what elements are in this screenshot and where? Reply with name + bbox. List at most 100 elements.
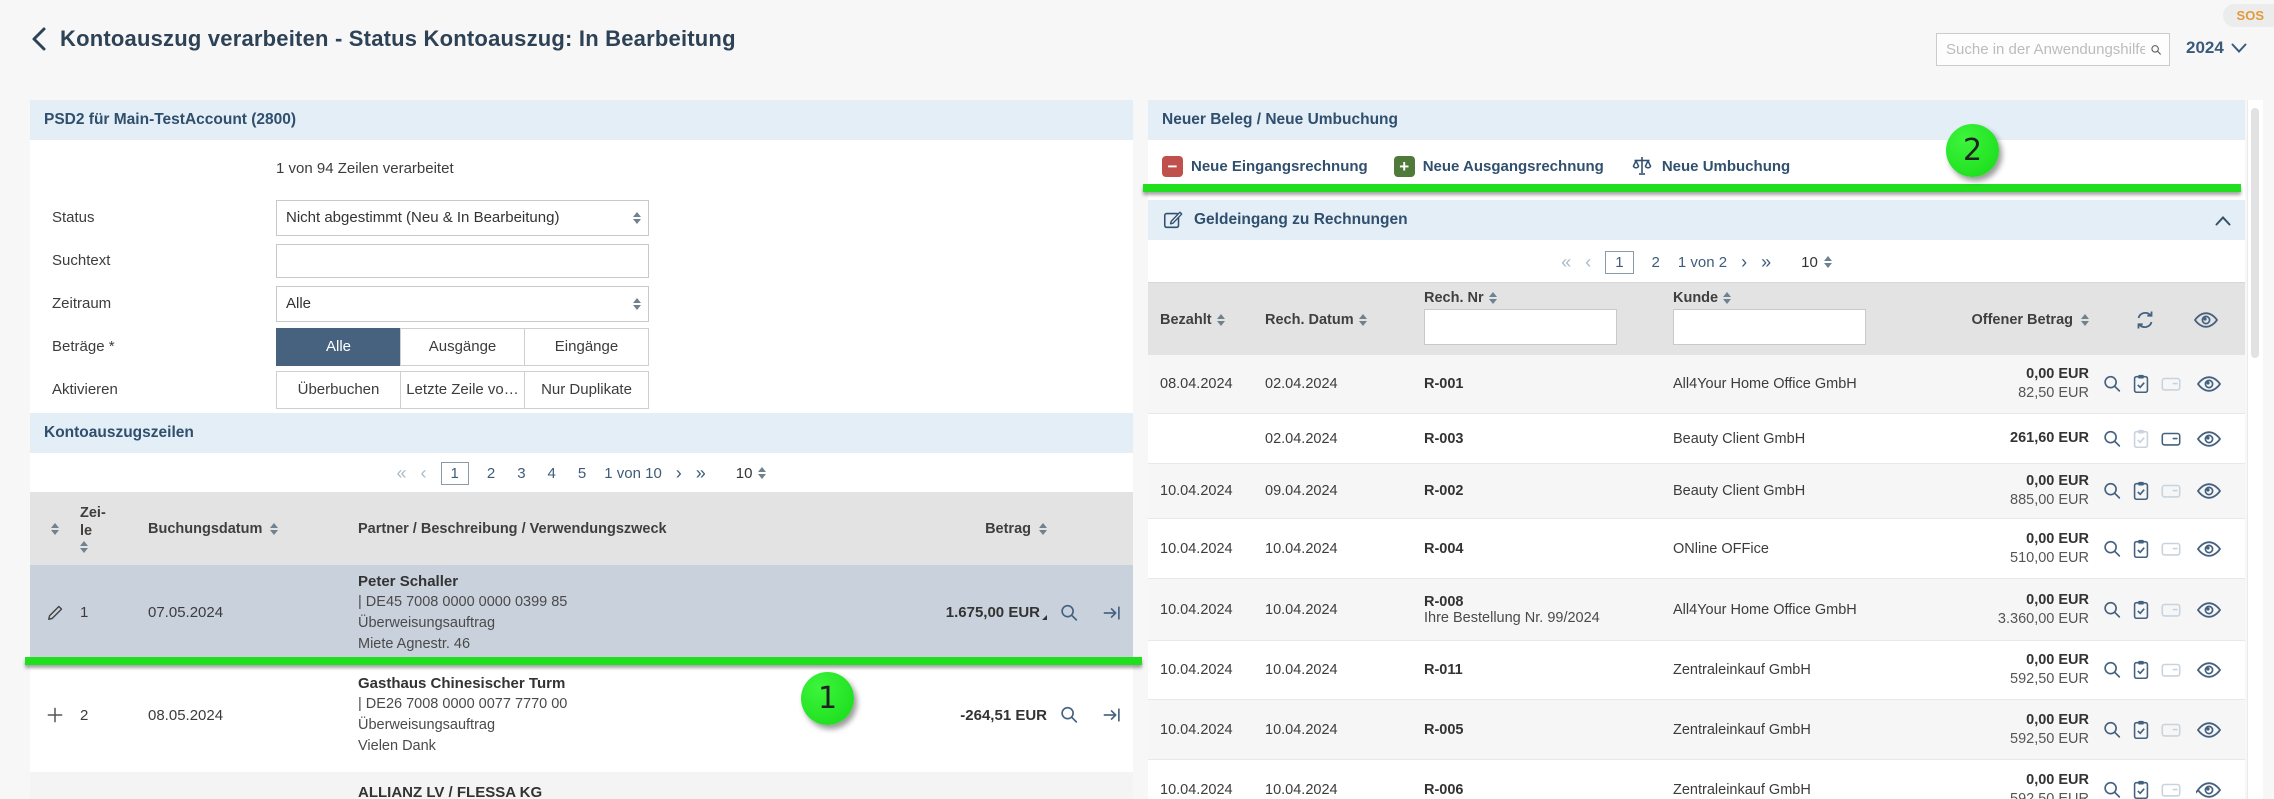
last-page-button[interactable]: »: [1761, 251, 1772, 272]
clipboard-check-icon[interactable]: [2130, 779, 2152, 799]
page-3-button[interactable]: 3: [517, 464, 526, 482]
clipboard-check-icon[interactable]: [2130, 599, 2152, 621]
betraege-alle-button[interactable]: Alle: [276, 327, 401, 366]
new-rebooking-button[interactable]: Neue Umbuchung: [1630, 154, 1790, 178]
clipboard-check-icon[interactable]: [2130, 373, 2152, 395]
first-page-button[interactable]: «: [1561, 251, 1572, 272]
sort-icon[interactable]: [1358, 313, 1367, 326]
eye-icon[interactable]: [2196, 719, 2222, 741]
clipboard-check-icon[interactable]: [2130, 480, 2152, 502]
invoice-row[interactable]: 10.04.2024 10.04.2024 R-005 Zentraleinka…: [1148, 700, 2245, 760]
wallet-icon[interactable]: [2159, 373, 2183, 395]
invoice-row[interactable]: 10.04.2024 10.04.2024 R-004 ONline OFFic…: [1148, 519, 2245, 579]
sort-icon[interactable]: [1039, 522, 1047, 535]
invoice-row[interactable]: 10.04.2024 10.04.2024 R-008 Ihre Bestellu…: [1148, 579, 2245, 641]
page-4-button[interactable]: 4: [547, 464, 556, 482]
page-5-button[interactable]: 5: [577, 464, 587, 482]
page-1-button[interactable]: 1: [440, 461, 469, 485]
year-dropdown[interactable]: 2024: [2186, 38, 2247, 58]
suchtext-input[interactable]: [276, 243, 649, 278]
sos-badge[interactable]: SOS: [2222, 4, 2274, 27]
plus-icon[interactable]: [45, 705, 65, 725]
search-icon[interactable]: [2101, 538, 2123, 560]
scrollbar-thumb[interactable]: [2251, 108, 2259, 358]
refresh-icon[interactable]: [2133, 308, 2157, 332]
sort-icon[interactable]: [1216, 313, 1225, 326]
scrollbar[interactable]: [2247, 100, 2263, 799]
nur-duplikate-button[interactable]: Nur Duplikate: [524, 370, 649, 409]
wallet-icon[interactable]: [2159, 599, 2183, 621]
sort-icon[interactable]: [1488, 291, 1497, 304]
search-icon[interactable]: [2101, 480, 2123, 502]
column-bezahlt[interactable]: Bezahlt: [1148, 312, 1253, 328]
next-page-button[interactable]: ›: [675, 462, 682, 483]
last-page-button[interactable]: »: [695, 462, 706, 483]
row-goto-icon[interactable]: [1101, 704, 1123, 726]
wallet-icon[interactable]: [2159, 428, 2183, 450]
wallet-icon[interactable]: [2159, 779, 2183, 799]
eye-icon[interactable]: [2196, 599, 2222, 621]
ueberbuchen-button[interactable]: Überbuchen: [276, 370, 401, 409]
eye-icon[interactable]: [2196, 373, 2222, 395]
column-rech-datum[interactable]: Rech. Datum: [1253, 312, 1412, 328]
prev-page-button[interactable]: ‹: [1585, 251, 1592, 272]
eye-icon[interactable]: [2196, 659, 2222, 681]
back-chevron-icon[interactable]: [30, 26, 50, 52]
wallet-icon[interactable]: [2159, 659, 2183, 681]
search-icon[interactable]: [2101, 719, 2123, 741]
sort-icon[interactable]: [2081, 313, 2089, 326]
search-icon[interactable]: [2101, 779, 2123, 799]
statement-row-1[interactable]: 1 07.05.2024 Peter Schaller | DE45 7008 …: [30, 565, 1133, 660]
clipboard-check-icon[interactable]: [2130, 538, 2152, 560]
search-icon[interactable]: [2149, 38, 2163, 62]
wallet-icon[interactable]: [2159, 719, 2183, 741]
row-search-icon[interactable]: [1058, 704, 1080, 726]
invoice-row[interactable]: 10.04.2024 10.04.2024 R-011 Zentraleinka…: [1148, 641, 2245, 700]
column-offener-betrag[interactable]: Offener Betrag: [1971, 312, 2089, 328]
sort-icon[interactable]: [80, 540, 88, 553]
clipboard-check-icon[interactable]: [2130, 659, 2152, 681]
invoice-row[interactable]: 08.04.2024 02.04.2024 R-001 All4Your Hom…: [1148, 355, 2245, 414]
clipboard-check-icon[interactable]: [2130, 719, 2152, 741]
collapse-chevron-icon[interactable]: [2215, 215, 2231, 226]
kunde-filter-input[interactable]: [1673, 308, 1866, 345]
eye-icon[interactable]: [2196, 538, 2222, 560]
geldeingang-header[interactable]: Geldeingang zu Rechnungen: [1148, 200, 2245, 240]
statement-row-2[interactable]: 2 08.05.2024 Gasthaus Chinesischer Turm …: [30, 660, 1133, 770]
page-size-select[interactable]: 10: [736, 465, 767, 482]
eye-icon[interactable]: [2196, 480, 2222, 502]
help-search-input[interactable]: [1937, 41, 2149, 58]
next-page-button[interactable]: ›: [1741, 251, 1748, 272]
page-2-button[interactable]: 2: [1651, 253, 1660, 271]
wallet-icon[interactable]: [2159, 538, 2183, 560]
search-icon[interactable]: [2101, 659, 2123, 681]
eye-icon[interactable]: [2196, 779, 2222, 799]
sort-icon[interactable]: [51, 522, 59, 535]
column-buchungsdatum[interactable]: Buchungsdatum: [120, 521, 358, 537]
column-partner[interactable]: Partner / Beschreibung / Verwendungszwec…: [358, 520, 667, 537]
wallet-icon[interactable]: [2159, 480, 2183, 502]
clipboard-check-icon[interactable]: [2130, 428, 2152, 450]
zeitraum-select[interactable]: Alle: [276, 285, 649, 322]
rech-nr-filter-input[interactable]: [1424, 308, 1617, 345]
pencil-icon[interactable]: [45, 603, 65, 623]
search-icon[interactable]: [2101, 599, 2123, 621]
letzte-zeile-button[interactable]: Letzte Zeile vo…: [400, 370, 525, 409]
row-search-icon[interactable]: [1058, 602, 1080, 624]
status-select[interactable]: Nicht abgestimmt (Neu & In Bearbeitung): [276, 199, 649, 236]
column-zeile[interactable]: Zei- le: [80, 505, 120, 553]
invoice-row[interactable]: 10.04.2024 10.04.2024 R-006 Zentraleinka…: [1148, 760, 2245, 799]
invoice-row[interactable]: 10.04.2024 09.04.2024 R-002 Beauty Clien…: [1148, 464, 2245, 519]
help-search-box[interactable]: [1936, 33, 2170, 66]
betraege-ausgaenge-button[interactable]: Ausgänge: [400, 327, 525, 366]
eye-icon[interactable]: [2193, 309, 2219, 331]
page-2-button[interactable]: 2: [486, 464, 496, 482]
search-icon[interactable]: [2101, 373, 2123, 395]
eye-icon[interactable]: [2196, 428, 2222, 450]
prev-page-button[interactable]: ‹: [420, 462, 427, 483]
invoice-row[interactable]: 02.04.2024 R-003 Beauty Client GmbH 261,…: [1148, 414, 2245, 464]
page-1-button[interactable]: 1: [1605, 250, 1634, 274]
column-betrag[interactable]: Betrag: [985, 521, 1047, 537]
search-icon[interactable]: [2101, 428, 2123, 450]
sort-icon[interactable]: [270, 522, 279, 535]
